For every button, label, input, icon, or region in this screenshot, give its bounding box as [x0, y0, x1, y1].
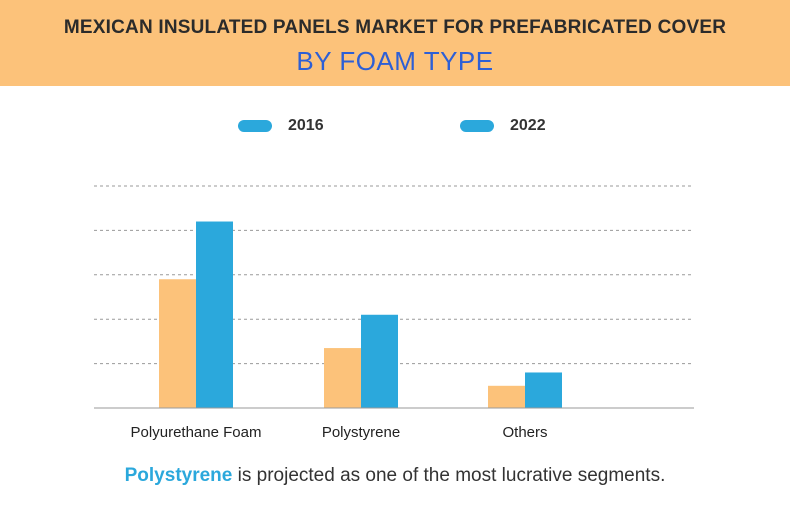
bar-2022-others	[525, 372, 562, 408]
footer-text: is projected as one of the most lucrativ…	[232, 465, 666, 486]
chart-subtitle: BY FOAM TYPE	[296, 46, 494, 76]
legend-label-2016: 2016	[288, 117, 324, 134]
x-tick-labels: Polyurethane Foam Polystyrene Others	[131, 424, 548, 441]
legend-item-2022: 2022	[460, 116, 546, 136]
footer-highlight: Polystyrene	[124, 465, 233, 486]
bar-2022-polystyrene	[361, 314, 398, 408]
legend-label-2022: 2022	[510, 117, 546, 134]
bars	[159, 221, 562, 408]
x-tick-label: Polyurethane Foam	[131, 424, 262, 441]
legend-item-2016: 2016	[238, 116, 324, 136]
legend-swatch-2022	[460, 120, 494, 132]
bar-2016-polystyrene	[324, 348, 361, 408]
x-tick-label: Polystyrene	[322, 424, 400, 441]
chart-title: MEXICAN INSULATED PANELS MARKET FOR PREF…	[63, 17, 727, 38]
footer-note: Polystyrene is projected as one of the m…	[0, 465, 790, 487]
bar-2022-polyurethane-foam	[196, 221, 233, 408]
bar-2016-polyurethane-foam	[159, 279, 196, 408]
legend-swatch-2016	[238, 120, 272, 132]
bar-2016-others	[488, 385, 525, 408]
x-tick-label: Others	[502, 424, 547, 441]
title-banner: MEXICAN INSULATED PANELS MARKET FOR PREF…	[0, 0, 790, 86]
